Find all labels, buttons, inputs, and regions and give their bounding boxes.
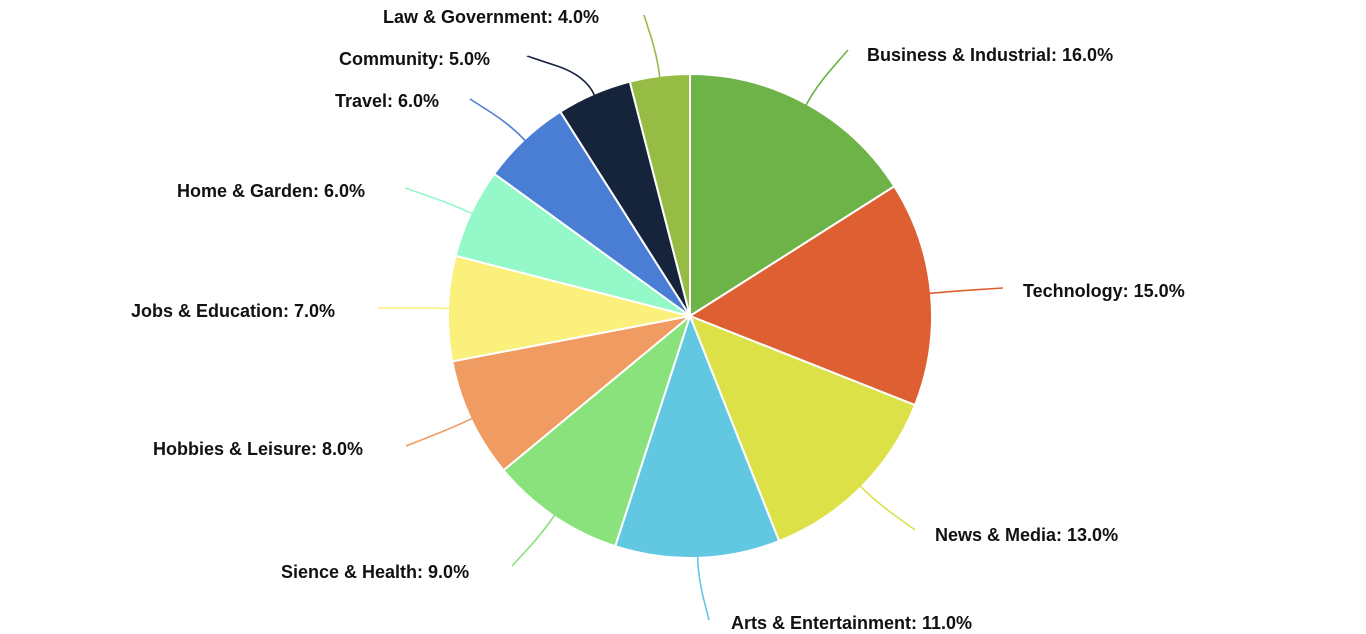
connector-business-industrial xyxy=(804,49,849,107)
connector-community xyxy=(526,55,596,97)
slice-labels: Business & Industrial: 16.0% Technology: … xyxy=(131,7,1185,633)
slice-label-arts-entertainment: Arts & Entertainment: 11.0% xyxy=(731,613,972,633)
slice-label-travel: Travel: 6.0% xyxy=(335,91,439,111)
connector-home-garden xyxy=(404,187,474,215)
slice-label-jobs-education: Jobs & Education: 7.0% xyxy=(131,301,335,321)
pie-slices xyxy=(447,72,933,559)
slice-label-news-media: News & Media: 13.0% xyxy=(935,525,1118,545)
slice-label-community: Community: 5.0% xyxy=(339,49,490,69)
connector-news-media xyxy=(859,485,916,531)
connector-sience-health xyxy=(511,514,556,567)
slice-label-business-industrial: Business & Industrial: 16.0% xyxy=(867,45,1113,65)
label-connectors xyxy=(377,14,1004,621)
slice-label-law-government: Law & Government: 4.0% xyxy=(383,7,599,27)
slice-label-home-garden: Home & Garden: 6.0% xyxy=(177,181,365,201)
slice-label-sience-health: Sience & Health: 9.0% xyxy=(281,562,469,582)
connector-arts-entertainment xyxy=(696,555,710,621)
slice-label-hobbies-leisure: Hobbies & Leisure: 8.0% xyxy=(153,439,363,459)
slice-label-technology: Technology: 15.0% xyxy=(1023,281,1185,301)
connector-jobs-education xyxy=(377,307,451,310)
connector-hobbies-leisure xyxy=(405,417,474,447)
connector-law-government xyxy=(643,14,661,78)
connector-technology xyxy=(928,287,1004,295)
connector-travel xyxy=(469,98,527,142)
